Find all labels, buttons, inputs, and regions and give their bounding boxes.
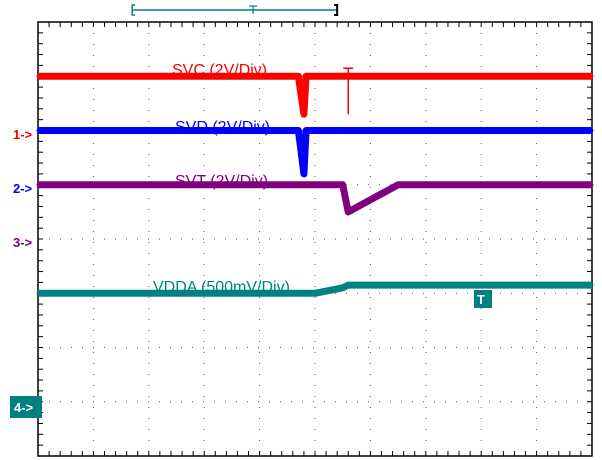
record-window-trigger-mark <box>249 5 258 14</box>
trace-0-point <box>302 112 306 116</box>
trace-0-point <box>490 74 494 78</box>
trace-1-point <box>296 129 300 132</box>
trigger-marker-background <box>474 290 492 308</box>
trace-2-point <box>590 183 594 187</box>
trace-1-point <box>313 129 317 132</box>
graticule-ticks <box>37 21 593 457</box>
trace-0-point <box>396 74 400 78</box>
trace-0-point <box>313 74 317 78</box>
trace-1-point <box>341 129 345 132</box>
vdda-trace-label: VDDA (500mV/Div) <box>153 279 290 296</box>
trace-2 <box>38 181 592 216</box>
trace-0-point <box>36 74 40 78</box>
trace-1-point <box>302 172 306 176</box>
trace-1-point <box>36 129 40 132</box>
trace-1-point <box>590 129 594 132</box>
svt-trace-label: SVT (2V/Div) <box>175 173 268 190</box>
trigger-marker: T <box>477 292 485 307</box>
trace-1-point <box>396 129 400 132</box>
trace-3-point <box>304 291 308 295</box>
trace-0 <box>38 72 592 118</box>
trace-0-point <box>296 74 300 78</box>
svc-trace-label: SVC (2V/Div) <box>172 62 267 79</box>
ch2-marker: 2-> <box>13 181 33 196</box>
trace-3-point <box>36 291 40 295</box>
trace-2-point <box>396 183 400 187</box>
ch3-marker: 3-> <box>13 235 33 250</box>
trace-3-point <box>346 283 350 287</box>
trace-3 <box>38 281 592 297</box>
trace-2-point <box>490 183 494 187</box>
trace-2-point <box>36 183 40 187</box>
trace-0-point <box>341 74 345 78</box>
trace-1 <box>38 127 592 178</box>
trace-3-point <box>590 283 594 287</box>
plot-frame <box>37 21 593 457</box>
trace-0-point <box>590 74 594 78</box>
grid <box>38 22 592 456</box>
svd-trace-label: SVD (2V/Div) <box>175 119 270 136</box>
trace-1-point <box>346 129 350 132</box>
ch4-marker-background <box>10 396 42 418</box>
trace-3-point <box>313 291 317 295</box>
record-window-end-bracket <box>334 4 339 16</box>
trace-2-point <box>302 183 306 187</box>
trace-3-point <box>396 283 400 287</box>
trace-2-point <box>346 210 350 214</box>
ch1-marker: 1-> <box>13 127 33 142</box>
trace-3-point <box>302 291 306 295</box>
trace-2-point <box>296 183 300 187</box>
trace-0-point <box>304 74 308 78</box>
trace-2-point <box>341 183 345 187</box>
trace-3-point <box>490 283 494 287</box>
trace-3-point <box>341 286 345 290</box>
trace-2-point <box>304 183 308 187</box>
trace-1-point <box>490 129 494 132</box>
record-window-indicator <box>131 4 339 16</box>
trace-1-point <box>304 129 308 132</box>
record-window-start-bracket <box>131 4 136 16</box>
trace-2-point <box>313 183 317 187</box>
traces <box>36 67 594 297</box>
ch4-marker: 4-> <box>14 400 34 415</box>
trace-3-point <box>296 291 300 295</box>
